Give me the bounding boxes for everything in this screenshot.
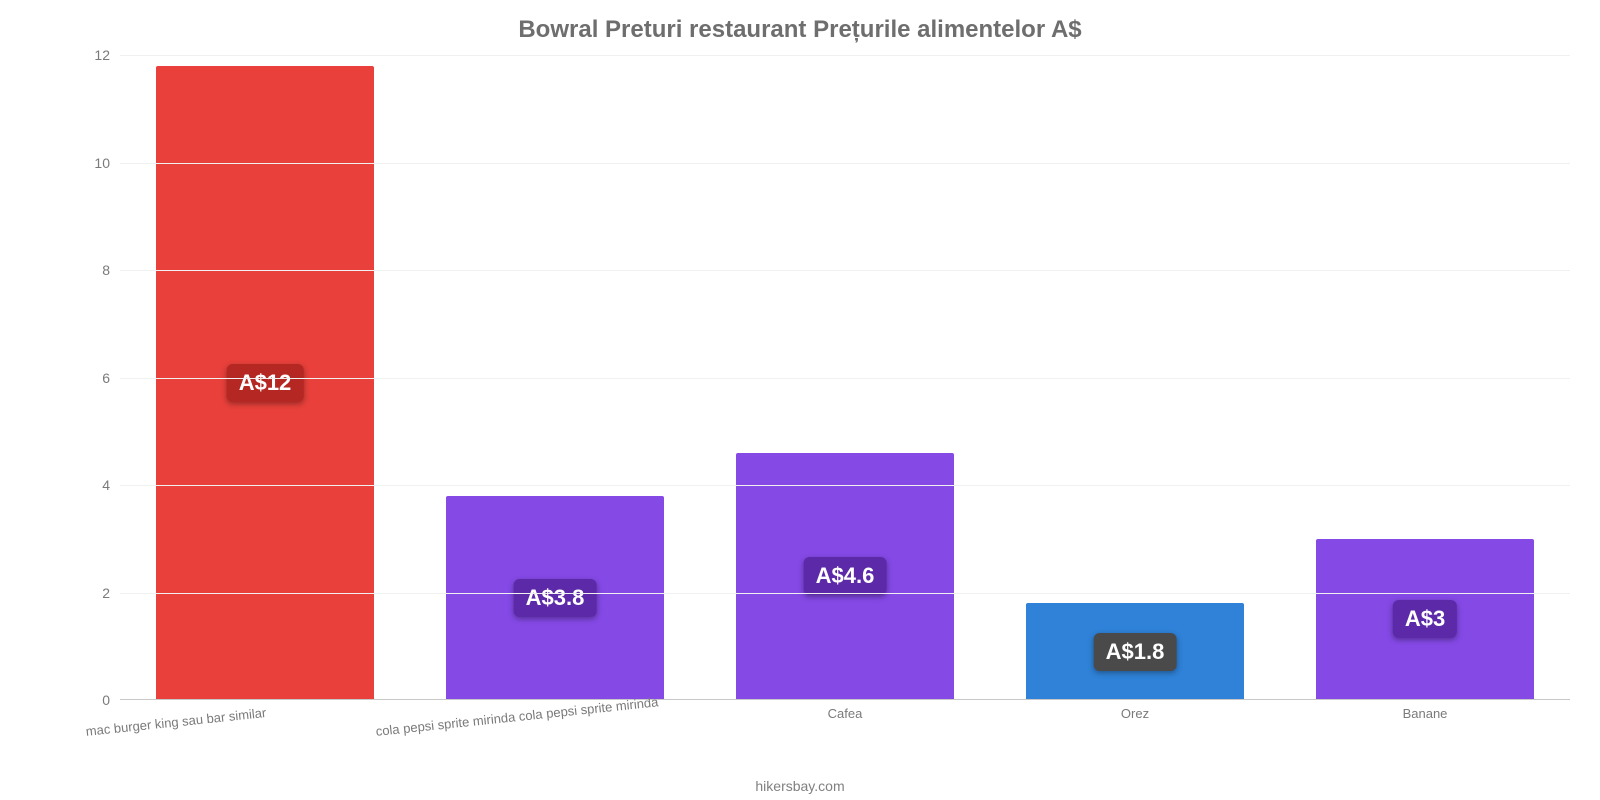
grid-line [120,485,1570,486]
bar-value-label: A$1.8 [1094,633,1177,671]
bar-value-label: A$3 [1393,600,1457,638]
y-tick-label: 2 [102,585,120,601]
y-tick-label: 8 [102,262,120,278]
y-tick-label: 0 [102,692,120,708]
chart-title: Bowral Preturi restaurant Prețurile alim… [0,16,1600,44]
x-tick-label: Banane [1403,706,1448,721]
x-tick-label: Orez [1121,706,1149,721]
plot-area: A$12A$3.8A$4.6A$1.8A$3 024681012 [120,55,1570,700]
grid-line [120,378,1570,379]
bar-value-label: A$3.8 [514,579,597,617]
y-tick-label: 6 [102,370,120,386]
x-tick-label: mac burger king sau bar similar [85,705,267,739]
grid-line [120,55,1570,56]
attribution-text: hikersbay.com [0,778,1600,794]
x-tick-label: Cafea [828,706,863,721]
grid-line [120,163,1570,164]
grid-line [120,270,1570,271]
grid-line [120,593,1570,594]
x-axis-labels: mac burger king sau bar similarcola peps… [120,700,1570,760]
y-tick-label: 4 [102,477,120,493]
y-tick-label: 10 [94,155,120,171]
bar-value-label: A$4.6 [804,557,887,595]
chart-container: Bowral Preturi restaurant Prețurile alim… [0,0,1600,800]
bar-value-label: A$12 [227,364,304,402]
y-tick-label: 12 [94,47,120,63]
x-tick-label: cola pepsi sprite mirinda cola pepsi spr… [375,694,659,739]
